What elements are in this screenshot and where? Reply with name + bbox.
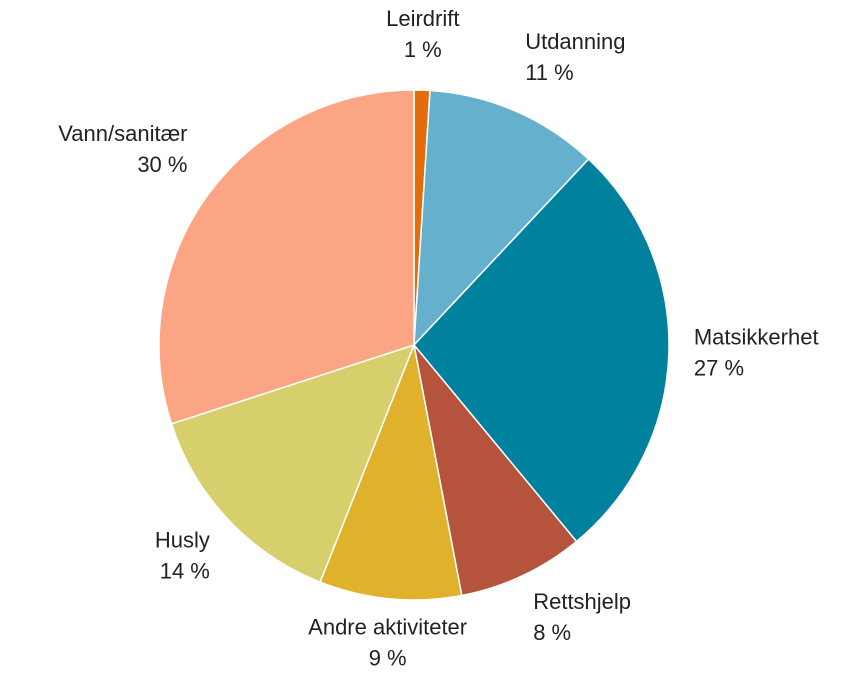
pie-slice bbox=[158, 89, 415, 425]
pie-slice bbox=[413, 89, 590, 348]
slice-value: 11 % bbox=[525, 60, 574, 85]
slice-value: 9 % bbox=[369, 646, 407, 671]
slice-value: 1 % bbox=[404, 37, 442, 62]
pie-slice bbox=[413, 344, 578, 597]
slice-label: Leirdrift bbox=[386, 6, 459, 31]
pie-slice bbox=[413, 158, 670, 543]
slice-value: 8 % bbox=[533, 620, 571, 645]
slice-value: 27 % bbox=[694, 356, 744, 381]
slice-label: Andre aktiviteter bbox=[308, 615, 467, 640]
slice-label: Rettshjelp bbox=[533, 589, 631, 614]
slice-value: 14 % bbox=[160, 558, 210, 583]
slice-label: Vann/sanitær bbox=[58, 121, 187, 146]
slice-label: Husly bbox=[155, 527, 210, 552]
slice-label: Utdanning bbox=[525, 29, 625, 54]
pie-slice bbox=[319, 342, 463, 601]
slice-value: 30 % bbox=[137, 152, 187, 177]
slice-label: Matsikkerhet bbox=[694, 325, 819, 350]
